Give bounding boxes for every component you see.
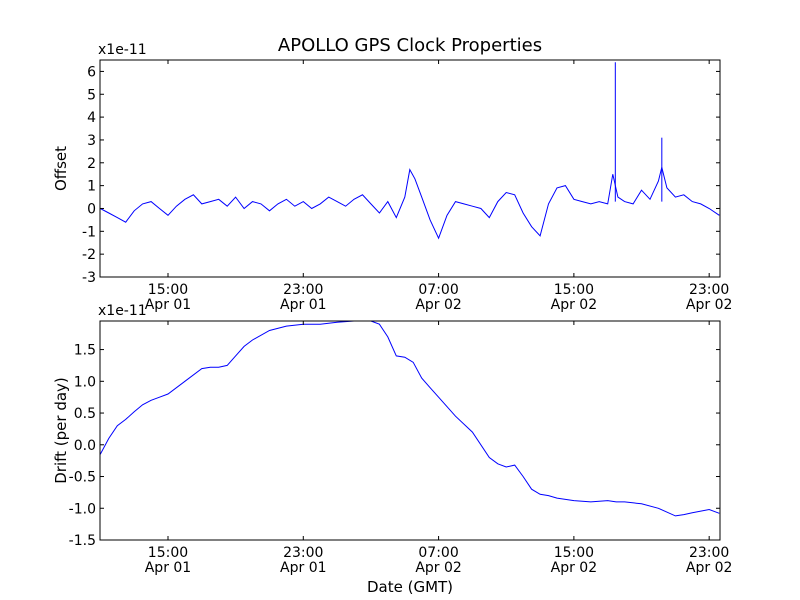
y-tick-label: 4	[87, 110, 96, 126]
y-tick-label: 0.5	[74, 406, 96, 422]
y-tick-label: 1	[87, 179, 96, 195]
y-tick-label: -1.5	[69, 533, 96, 549]
y-scale-label: x1e-11	[98, 42, 147, 58]
x-tick-label: 23:00	[283, 545, 323, 561]
x-tick-label: Apr 02	[415, 297, 461, 313]
x-tick-label: Apr 02	[551, 560, 597, 576]
x-tick-label: 23:00	[689, 282, 729, 298]
x-tick-label: Apr 02	[686, 560, 732, 576]
y-tick-label: 3	[87, 133, 96, 149]
x-axis-label: Date (GMT)	[367, 578, 453, 596]
y-tick-label: 6	[87, 64, 96, 80]
x-tick-label: 07:00	[418, 282, 458, 298]
y-scale-label: x1e-11	[98, 303, 147, 319]
chart-title: APOLLO GPS Clock Properties	[278, 35, 542, 56]
x-tick-label: Apr 01	[145, 297, 191, 313]
y-tick-label: -0.5	[69, 470, 96, 486]
y-tick-label: 5	[87, 87, 96, 103]
axes-frame	[99, 320, 721, 541]
x-tick-label: 23:00	[689, 545, 729, 561]
y-tick-label: 1.0	[74, 374, 96, 390]
y-tick-label: 1.5	[74, 343, 96, 359]
x-tick-label: Apr 01	[280, 297, 326, 313]
y-tick-label: -2	[82, 247, 96, 263]
x-tick-label: Apr 01	[280, 560, 326, 576]
x-tick-label: Apr 02	[551, 297, 597, 313]
y-tick-label: 0.0	[74, 438, 96, 454]
series-line	[100, 167, 720, 240]
y-tick-label: -1	[82, 224, 96, 240]
x-tick-label: 15:00	[148, 545, 188, 561]
x-tick-label: Apr 01	[145, 560, 191, 576]
x-tick-label: 15:00	[148, 282, 188, 298]
x-tick-label: 07:00	[418, 545, 458, 561]
y-tick-label: -3	[82, 270, 96, 286]
y-tick-label: 0	[87, 201, 96, 217]
y-axis-label: Drift (per day)	[52, 377, 70, 484]
y-axis-label: Offset	[52, 146, 70, 191]
y-tick-label: -1.0	[69, 501, 96, 517]
x-tick-label: 15:00	[554, 282, 594, 298]
axes-frame	[99, 59, 721, 278]
x-tick-label: 15:00	[554, 545, 594, 561]
series-line	[100, 321, 720, 517]
x-tick-label: 23:00	[283, 282, 323, 298]
x-tick-label: Apr 02	[415, 560, 461, 576]
y-tick-label: 2	[87, 156, 96, 172]
x-tick-label: Apr 02	[686, 297, 732, 313]
